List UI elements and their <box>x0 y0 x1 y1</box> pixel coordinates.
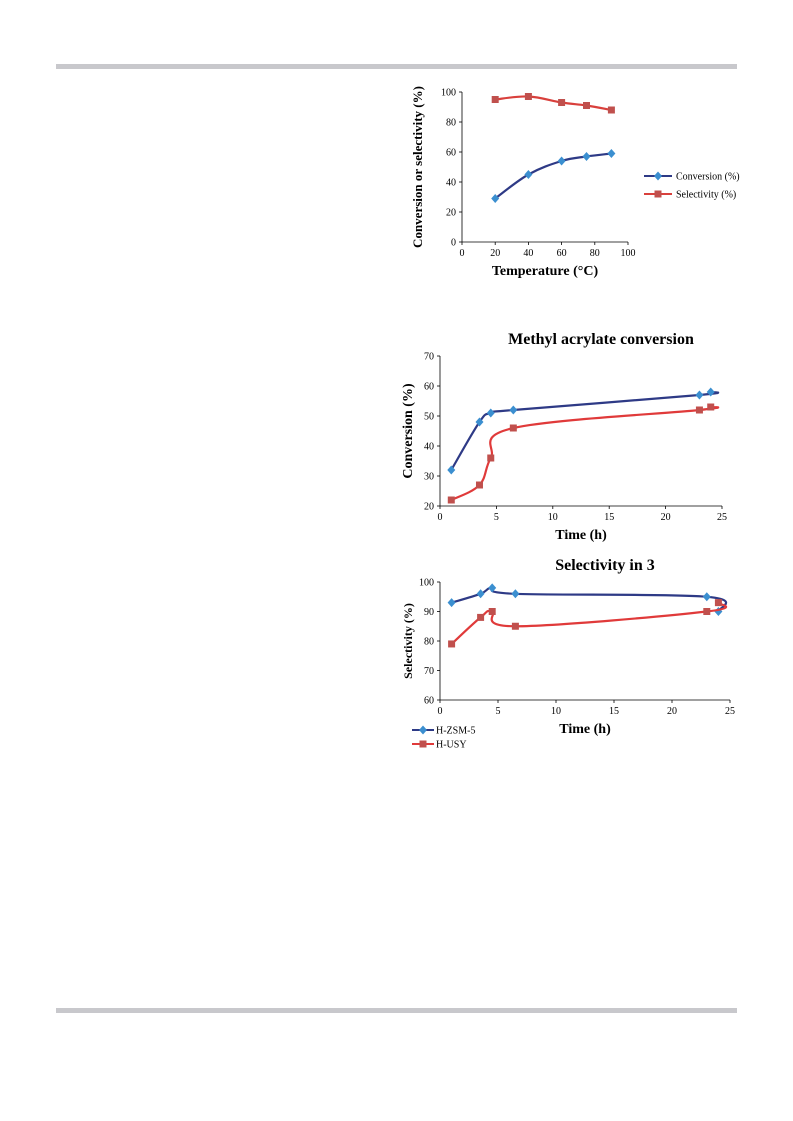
y-axis-title: Selectivity (%) <box>401 603 415 679</box>
x-tick-label: 40 <box>523 248 533 259</box>
legend-entry-0: Conversion (%) <box>644 171 740 183</box>
data-point <box>511 622 519 630</box>
y-tick-label: 20 <box>446 208 456 219</box>
data-point <box>511 589 520 599</box>
y-tick-label: 30 <box>424 472 434 483</box>
x-tick-label: 20 <box>667 706 677 717</box>
x-tick-label: 20 <box>490 248 500 259</box>
selectivity-chart: Selectivity in 3 60 70 80 90 100 0 5 10 15 20 25 Tim… <box>401 557 735 751</box>
x-tick-label: 5 <box>494 512 499 523</box>
y-tick-label: 100 <box>441 88 456 99</box>
data-point <box>702 592 711 602</box>
x-tick-label: 0 <box>438 706 443 717</box>
y-tick-label: 0 <box>451 238 456 249</box>
data-point <box>524 170 533 179</box>
bottom-rule <box>56 1008 737 1013</box>
x-tick-label: 15 <box>609 706 619 717</box>
y-tick-label: 100 <box>419 578 434 589</box>
y-tick-label: 80 <box>446 118 456 129</box>
y-tick-label: 50 <box>424 412 434 423</box>
data-point <box>707 403 715 411</box>
x-axis-title: Time (h) <box>559 722 611 737</box>
y-tick-label: 20 <box>424 502 434 513</box>
data-point <box>607 149 616 158</box>
data-point <box>524 93 532 100</box>
x-tick-label: 10 <box>548 512 558 523</box>
y-tick-label: 40 <box>446 178 456 189</box>
x-tick-label: 10 <box>551 706 561 717</box>
y-axis-title: Conversion or selectivity (%) <box>410 86 425 248</box>
data-point <box>491 194 500 203</box>
data-point <box>447 496 455 504</box>
chart-title: Methyl acrylate conversion <box>508 331 694 348</box>
data-point <box>714 599 722 607</box>
data-point <box>582 152 591 161</box>
legend-marker <box>419 740 427 748</box>
data-point <box>583 102 590 109</box>
data-point <box>477 613 485 621</box>
data-point <box>447 598 456 608</box>
x-tick-label: 0 <box>460 248 465 259</box>
y-tick-label: 70 <box>424 352 434 363</box>
x-tick-label: 15 <box>604 512 614 523</box>
legend-entry-0: H-ZSM-5 <box>412 725 475 737</box>
data-point <box>491 96 499 103</box>
series-line-0 <box>494 152 612 200</box>
data-point <box>703 608 711 615</box>
data-point <box>695 390 704 400</box>
y-tick-label: 80 <box>424 637 434 648</box>
data-point <box>558 99 566 106</box>
data-point <box>706 387 715 397</box>
legend-marker <box>654 171 662 181</box>
x-tick-label: 25 <box>725 706 735 717</box>
legend-label: Selectivity (%) <box>676 190 736 201</box>
data-point <box>557 156 566 166</box>
y-tick-label: 70 <box>424 666 434 677</box>
data-point <box>448 640 456 648</box>
y-tick-label: 60 <box>424 382 434 393</box>
temperature-chart: 0 20 40 60 80 100 0 20 40 60 80 100 Temperature (°C)… <box>410 86 740 279</box>
data-point <box>476 589 485 599</box>
x-axis-title: Time (h) <box>555 528 607 543</box>
data-point <box>509 424 517 432</box>
x-tick-label: 25 <box>717 512 727 523</box>
x-axis-title: Temperature (°C) <box>492 264 599 279</box>
y-axis-title: Conversion (%) <box>401 383 416 479</box>
series-line-1 <box>495 95 612 112</box>
x-tick-label: 0 <box>438 512 443 523</box>
x-tick-label: 5 <box>496 706 501 717</box>
data-point <box>695 406 703 414</box>
data-point <box>488 608 496 615</box>
data-point <box>488 583 497 593</box>
legend-marker <box>419 725 427 735</box>
x-tick-label: 60 <box>557 248 567 259</box>
y-tick-label: 60 <box>424 696 434 707</box>
series-line-1 <box>450 405 720 501</box>
legend-label: Conversion (%) <box>676 172 740 183</box>
data-point <box>509 405 518 415</box>
data-point <box>607 106 615 114</box>
y-tick-label: 60 <box>446 148 456 159</box>
legend-label: H-USY <box>436 740 467 751</box>
data-point <box>487 454 495 462</box>
data-point <box>475 481 483 489</box>
legend-entry-1: Selectivity (%) <box>644 190 736 201</box>
data-point <box>486 408 495 418</box>
data-point <box>475 417 484 427</box>
methyl-acrylate-conversion-chart: Methyl acrylate conversion 20 30 40 50 60 70 0 5… <box>401 331 727 543</box>
data-point <box>447 465 456 475</box>
legend-marker <box>654 190 662 198</box>
legend-entry-1: H-USY <box>412 740 467 751</box>
y-tick-label: 40 <box>424 442 434 453</box>
x-tick-label: 100 <box>621 248 636 259</box>
x-tick-label: 80 <box>590 248 600 259</box>
legend-label: H-ZSM-5 <box>436 726 475 737</box>
y-tick-label: 90 <box>424 607 434 618</box>
top-rule <box>56 64 737 69</box>
chart-title: Selectivity in 3 <box>555 557 655 574</box>
x-tick-label: 20 <box>661 512 671 523</box>
